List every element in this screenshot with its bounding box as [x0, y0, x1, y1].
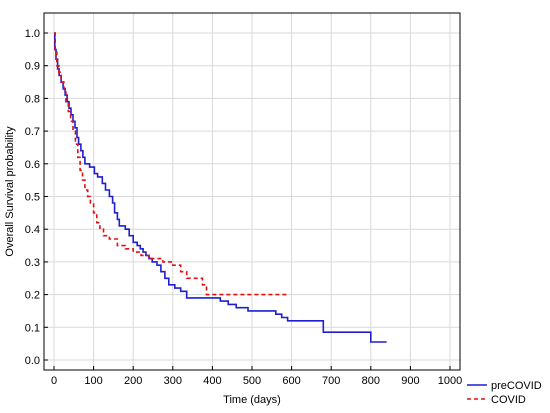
x-tick-label: 400	[203, 375, 221, 387]
x-tick-label: 700	[322, 375, 340, 387]
y-tick-label: 0.0	[25, 355, 40, 367]
y-tick-label: 0.2	[25, 290, 40, 302]
x-tick-label: 300	[164, 375, 182, 387]
x-tick-label: 500	[243, 375, 261, 387]
x-tick-label: 600	[282, 375, 300, 387]
grid-lines	[44, 13, 460, 370]
y-axis-label: Overall Survival probability	[4, 126, 16, 257]
y-tick-label: 0.4	[25, 224, 40, 236]
series-line-covid	[54, 32, 288, 296]
series-layer	[54, 32, 387, 343]
x-tick-label: 800	[362, 375, 380, 387]
y-tick-label: 0.7	[25, 126, 40, 138]
x-tick-label: 900	[401, 375, 419, 387]
y-tick-label: 0.5	[25, 192, 40, 204]
x-tick-label: 200	[124, 375, 142, 387]
legend-label-precovid: preCOVID	[491, 380, 542, 392]
x-tick-label: 100	[84, 375, 102, 387]
legend: preCOVID COVID	[467, 380, 542, 406]
x-axis-label: Time (days)	[223, 394, 281, 406]
legend-label-covid: COVID	[491, 394, 526, 406]
x-tick-label: 0	[51, 375, 57, 387]
y-tick-label: 0.1	[25, 322, 40, 334]
y-tick-label: 0.9	[25, 61, 40, 73]
y-tick-label: 1.0	[25, 28, 40, 40]
y-axis-ticks: 0.0 0.1 0.2 0.3 0.4 0.5 0.6 0.7 0.8 0.9 1.0	[25, 28, 48, 367]
y-tick-label: 0.6	[25, 159, 40, 171]
x-axis-ticks: 0 100 200 300 400 500 600 700 800 900 1000	[51, 366, 462, 387]
y-tick-label: 0.8	[25, 93, 40, 105]
x-tick-label: 1000	[438, 375, 462, 387]
y-tick-label: 0.3	[25, 257, 40, 269]
